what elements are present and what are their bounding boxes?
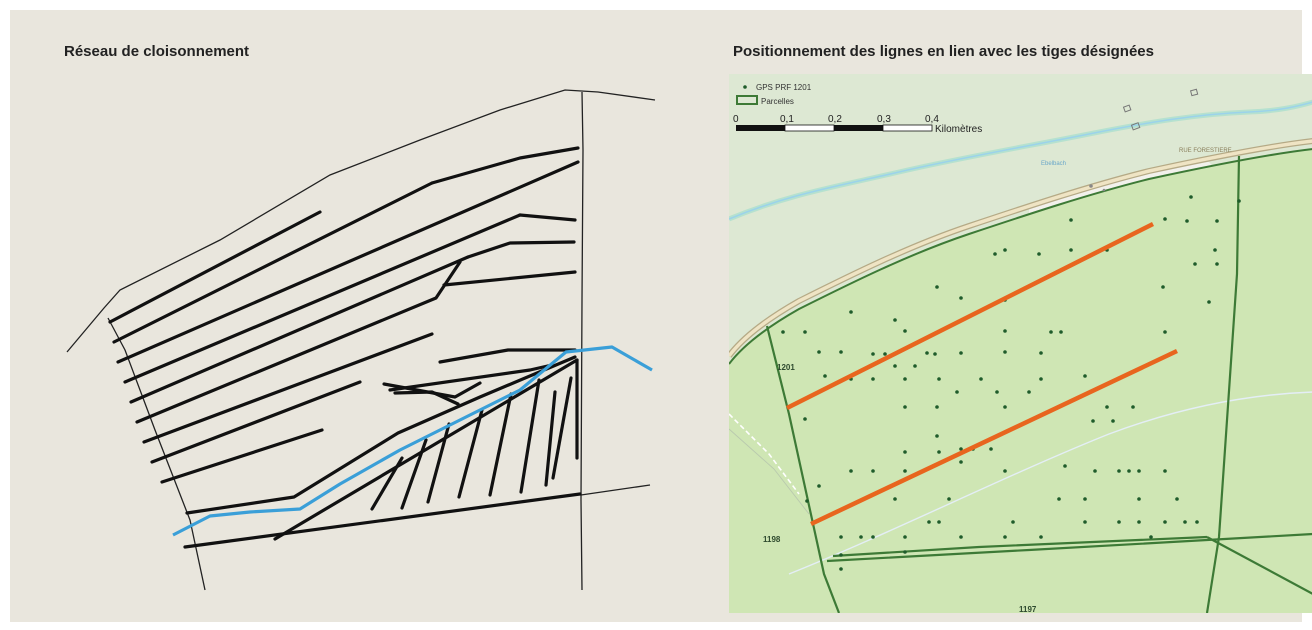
parcel-label-1197: 1197 <box>1019 605 1037 613</box>
parcel-legend-symbol <box>736 95 758 105</box>
gps-points <box>781 195 1241 571</box>
scale-tick-4: 0,4 <box>925 114 939 125</box>
skid-trails <box>108 146 582 549</box>
gps-point-legend-symbol <box>743 85 747 89</box>
right-panel-title: Positionnement des lignes en lien avec l… <box>733 43 1154 60</box>
parcel-map: Ebelbach RUE FORESTIERE 1201 1198 1197 <box>729 74 1312 613</box>
stream-line <box>172 345 653 537</box>
scale-tick-3: 0,3 <box>877 114 891 125</box>
parcel-borders <box>765 155 1312 613</box>
parcel-label-1201: 1201 <box>777 363 795 372</box>
cloisonnement-sketch <box>60 85 660 595</box>
scale-unit: Kilomètres <box>935 124 982 135</box>
cloisonnement-lines <box>785 221 1178 527</box>
road-label: RUE FORESTIERE <box>1179 148 1232 154</box>
legend-gps-label: GPS PRF 1201 <box>756 83 812 92</box>
legend-parcels-label: Parcelles <box>761 97 794 106</box>
scale-tick-0: 0 <box>733 114 739 125</box>
parcel-outline <box>66 89 656 591</box>
forest-area <box>729 149 1312 613</box>
left-panel-title: Réseau de cloisonnement <box>64 43 250 60</box>
scale-tick-1: 0,1 <box>780 114 794 125</box>
scale-bar: 0 0,1 0,2 0,3 0,4 Kilomètres <box>733 114 982 135</box>
scale-tick-2: 0,2 <box>828 114 842 125</box>
map-legend: GPS PRF 1201 Parcelles <box>736 83 812 106</box>
stream-label: Ebelbach <box>1041 161 1066 167</box>
parcel-label-1198: 1198 <box>763 535 781 544</box>
